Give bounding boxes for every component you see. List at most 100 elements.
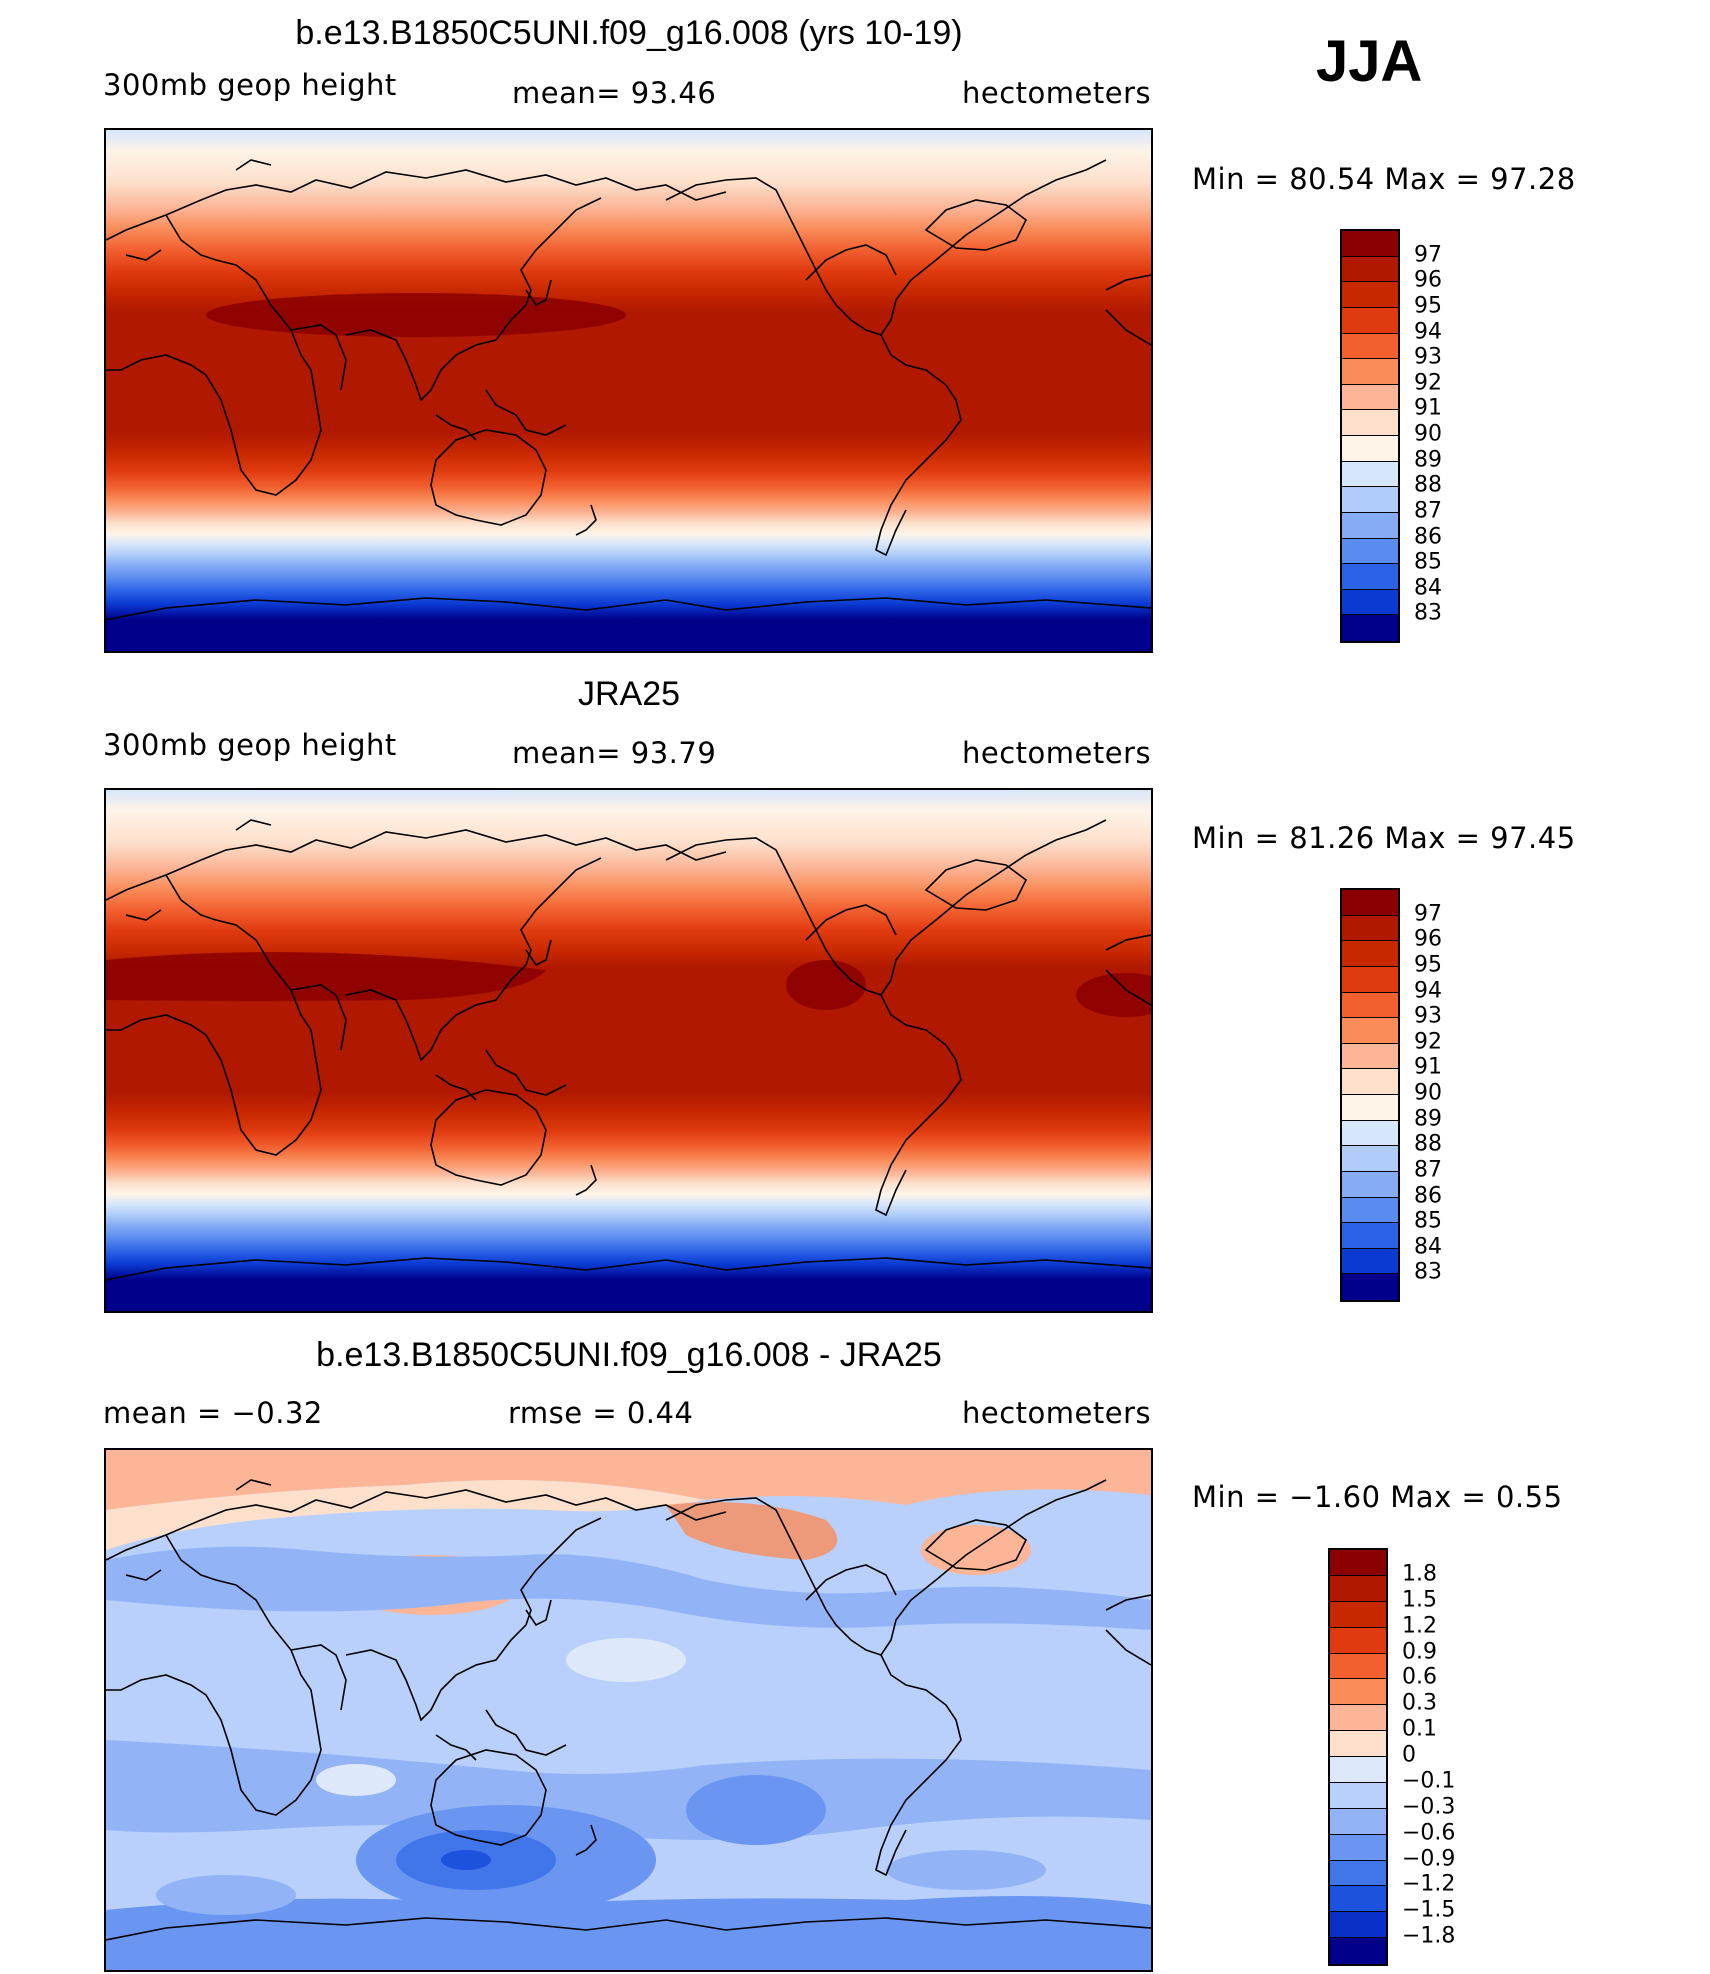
colorbar-swatch	[1342, 1120, 1398, 1147]
colorbar-label: 92	[1414, 1029, 1442, 1055]
minmax-label-diff: Min = −1.60 Max = 0.55	[1192, 1480, 1563, 1514]
colorbar-label: 86	[1414, 524, 1442, 549]
colorbar-swatch	[1342, 231, 1398, 257]
colorbar-swatch	[1342, 538, 1398, 565]
mean-label-diff: mean = −0.32	[103, 1396, 323, 1430]
colorbar-label: 93	[1414, 1003, 1442, 1029]
panel-title-model: b.e13.B1850C5UNI.f09_g16.008 (yrs 10-19)	[295, 14, 963, 52]
colorbar-label: 94	[1414, 978, 1442, 1003]
colorbar-swatch	[1342, 615, 1398, 641]
colorbar-swatch	[1342, 1069, 1398, 1095]
colorbar-swatches	[1340, 229, 1400, 643]
colorbar-label: 1.8	[1402, 1561, 1437, 1587]
colorbar-swatch	[1342, 1274, 1398, 1300]
colorbar-swatch	[1342, 1018, 1398, 1044]
colorbar-swatch	[1342, 461, 1398, 488]
colorbar-label: 85	[1414, 549, 1442, 575]
colorbar-swatch	[1342, 992, 1398, 1019]
colorbar-swatch	[1342, 256, 1398, 283]
colorbar-label: 0.6	[1402, 1664, 1437, 1690]
colorbar-label: −1.2	[1402, 1871, 1456, 1897]
colorbar-swatch	[1342, 1095, 1398, 1121]
colorbar-label: 0.3	[1402, 1690, 1437, 1716]
colorbar-label: −0.6	[1402, 1820, 1456, 1846]
colorbar-swatch	[1342, 890, 1398, 916]
colorbar-swatch	[1330, 1575, 1386, 1602]
colorbar-swatch	[1342, 1197, 1398, 1224]
minmax-label-model: Min = 80.54 Max = 97.28	[1192, 162, 1576, 196]
colorbar-label: 83	[1414, 1259, 1442, 1285]
colorbar-label: 92	[1414, 370, 1442, 396]
mean-label-obs: mean= 93.79	[512, 736, 717, 770]
mean-label-model: mean= 93.46	[512, 76, 717, 110]
colorbar-swatch	[1330, 1938, 1386, 1964]
map-diff	[104, 1448, 1153, 1972]
colorbar-swatch	[1330, 1912, 1386, 1939]
colorbar-model: 97 96 95 94 93 92 91 90 89 88 87 86 85 84 83	[1340, 229, 1442, 643]
colorbar-swatch	[1342, 384, 1398, 411]
colorbar-swatch	[1342, 564, 1398, 590]
colorbar-label: 87	[1414, 1157, 1442, 1183]
colorbar-swatch	[1342, 282, 1398, 308]
colorbar-label: 96	[1414, 926, 1442, 952]
colorbar-swatch	[1330, 1679, 1386, 1706]
colorbar-label: 91	[1414, 395, 1442, 421]
colorbar-label: 90	[1414, 1080, 1442, 1106]
colorbar-swatch	[1342, 1146, 1398, 1172]
colorbar-label: 93	[1414, 344, 1442, 370]
rmse-label-diff: rmse = 0.44	[508, 1396, 694, 1430]
colorbar-swatch	[1342, 512, 1398, 539]
colorbar-swatch	[1330, 1601, 1386, 1628]
colorbar-label: 87	[1414, 498, 1442, 524]
colorbar-label: 0	[1402, 1742, 1416, 1768]
colorbar-swatch	[1342, 941, 1398, 967]
units-label-model: hectometers	[962, 76, 1152, 110]
colorbar-swatches	[1328, 1548, 1388, 1966]
colorbar-diff: 1.8 1.5 1.2 0.9 0.6 0.3 0.1 0 −0.1 −0.3 −0.6 −0.9 −1…	[1328, 1548, 1455, 1966]
colorbar-label: 85	[1414, 1208, 1442, 1234]
colorbar-label: 90	[1414, 421, 1442, 447]
colorbar-label: 1.2	[1402, 1613, 1437, 1639]
colorbar-swatch	[1342, 333, 1398, 360]
map-model	[104, 128, 1153, 653]
colorbar-label: 89	[1414, 1106, 1442, 1132]
colorbar-swatch	[1330, 1860, 1386, 1887]
colorbar-label: 97	[1414, 901, 1442, 927]
colorbar-swatch	[1342, 1043, 1398, 1070]
colorbar-label: −1.8	[1402, 1923, 1456, 1949]
colorbar-swatch	[1330, 1808, 1386, 1835]
colorbar-label: 95	[1414, 952, 1442, 978]
units-label-obs: hectometers	[962, 736, 1152, 770]
colorbar-swatch	[1330, 1653, 1386, 1680]
colorbar-swatch	[1330, 1627, 1386, 1654]
colorbar-swatch	[1342, 436, 1398, 462]
colorbar-label: 91	[1414, 1054, 1442, 1080]
colorbar-swatch	[1342, 589, 1398, 616]
colorbar-label: 97	[1414, 242, 1442, 268]
colorbar-label: −0.3	[1402, 1794, 1456, 1820]
colorbar-label: 0.1	[1402, 1716, 1437, 1742]
colorbar-label: −0.1	[1402, 1768, 1456, 1794]
colorbar-label: 84	[1414, 575, 1442, 601]
colorbar-swatch	[1342, 1171, 1398, 1198]
colorbar-label: −0.9	[1402, 1846, 1456, 1871]
colorbar-swatch	[1342, 359, 1398, 385]
colorbar-swatch	[1330, 1886, 1386, 1913]
colorbar-obs: 97 96 95 94 93 92 91 90 89 88 87 86 85 84 83	[1340, 888, 1442, 1302]
colorbar-label: 0.9	[1402, 1639, 1437, 1664]
colorbar-swatch	[1342, 1248, 1398, 1275]
colorbar-label: 96	[1414, 267, 1442, 293]
colorbar-swatch	[1330, 1834, 1386, 1861]
colorbar-label: 86	[1414, 1183, 1442, 1208]
colorbar-label: 95	[1414, 293, 1442, 319]
colorbar-swatches	[1340, 888, 1400, 1302]
colorbar-label: 84	[1414, 1234, 1442, 1260]
colorbar-swatch	[1342, 307, 1398, 334]
units-label-diff: hectometers	[962, 1396, 1152, 1430]
colorbar-label: 88	[1414, 472, 1442, 498]
colorbar-label: 88	[1414, 1131, 1442, 1157]
colorbar-swatch	[1330, 1731, 1386, 1757]
colorbar-label: 94	[1414, 319, 1442, 344]
panel-title-obs: JRA25	[577, 675, 681, 713]
colorbar-swatch	[1330, 1705, 1386, 1732]
